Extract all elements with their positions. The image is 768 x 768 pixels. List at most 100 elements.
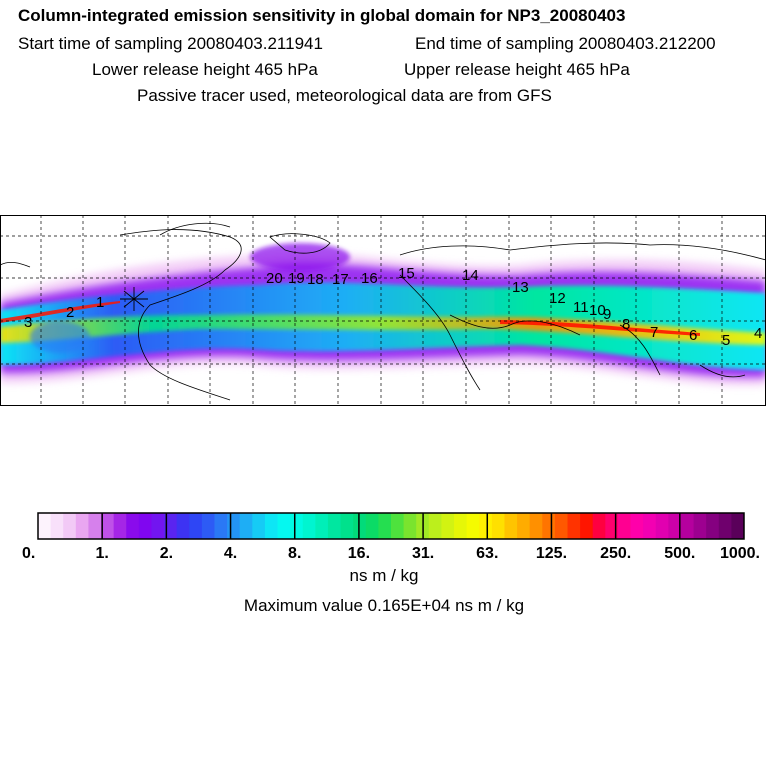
colorbar-cell bbox=[75, 513, 89, 539]
trajectory-label-16: 16 bbox=[361, 270, 378, 287]
colorbar-cell bbox=[63, 513, 77, 539]
trajectory-label-2: 2 bbox=[66, 304, 74, 321]
colorbar-cell bbox=[302, 513, 316, 539]
colorbar-cell bbox=[353, 513, 367, 539]
colorbar-tick-label: 250. bbox=[600, 545, 631, 562]
lat-lon-grid bbox=[0, 215, 766, 406]
colorbar-cell bbox=[138, 513, 152, 539]
trajectory-label-7: 7 bbox=[650, 324, 658, 341]
colorbar-cell bbox=[264, 513, 278, 539]
colorbar-cell bbox=[101, 513, 115, 539]
map-frame bbox=[0, 215, 766, 406]
trajectory-label-10: 10 bbox=[589, 302, 606, 319]
colorbar-cell bbox=[643, 513, 657, 539]
colorbar-cell bbox=[655, 513, 669, 539]
colorbar-tick-label: 4. bbox=[224, 545, 237, 562]
colorbar-tick-label: 31. bbox=[412, 545, 434, 562]
colorbar-cell bbox=[441, 513, 455, 539]
lower-release-height-label: Lower release height 465 hPa bbox=[92, 60, 318, 79]
colorbar-cell bbox=[227, 513, 241, 539]
colorbar-cell bbox=[554, 513, 568, 539]
colorbar-ticks bbox=[101, 513, 681, 539]
trajectory-label-3: 3 bbox=[24, 314, 32, 331]
trajectory-label-6: 6 bbox=[689, 327, 697, 344]
colorbar-cell bbox=[403, 513, 417, 539]
colorbar-cell bbox=[315, 513, 329, 539]
trajectory-label-14: 14 bbox=[462, 267, 479, 284]
colorbar-cell bbox=[50, 513, 64, 539]
colorbar-cell bbox=[454, 513, 468, 539]
trajectory-label-20: 20 bbox=[266, 270, 283, 287]
colorbar-cell bbox=[580, 513, 594, 539]
colorbar-tick-label: 1000. bbox=[720, 545, 760, 562]
colorbar-cell bbox=[529, 513, 543, 539]
colorbar-cell bbox=[680, 513, 694, 539]
trajectory-label-1: 1 bbox=[96, 294, 104, 311]
colorbar-cell bbox=[668, 513, 682, 539]
colorbar-units: ns m / kg bbox=[349, 566, 419, 585]
colorbar-cell bbox=[201, 513, 215, 539]
colorbar-cell bbox=[277, 513, 291, 539]
trajectory-label-4: 4 bbox=[754, 325, 762, 342]
trajectory-label-18: 18 bbox=[307, 271, 324, 288]
colorbar-tick-label: 8. bbox=[288, 545, 301, 562]
colorbar-cell bbox=[340, 513, 354, 539]
colorbar-cell bbox=[630, 513, 644, 539]
plot-title: Column-integrated emission sensitivity i… bbox=[18, 6, 626, 25]
colorbar-cell bbox=[327, 513, 341, 539]
colorbar-cell bbox=[718, 513, 732, 539]
colorbar-cell bbox=[391, 513, 405, 539]
trajectory-label-8: 8 bbox=[622, 316, 630, 333]
trajectory-label-5: 5 bbox=[722, 332, 730, 349]
trajectory-label-12: 12 bbox=[549, 290, 566, 307]
colorbar-cell bbox=[290, 513, 304, 539]
colorbar-cell bbox=[693, 513, 707, 539]
colorbar-tick-label: 63. bbox=[476, 545, 498, 562]
colorbar-cell bbox=[542, 513, 556, 539]
tracer-note-label: Passive tracer used, meteorological data… bbox=[137, 86, 552, 105]
trajectory-label-13: 13 bbox=[512, 279, 529, 296]
trajectory-label-19: 19 bbox=[288, 270, 305, 287]
upper-release-height-label: Upper release height 465 hPa bbox=[404, 60, 630, 79]
colorbar-cell bbox=[491, 513, 505, 539]
start-time-label: Start time of sampling 20080403.211941 bbox=[18, 34, 323, 53]
colorbar-cell bbox=[706, 513, 720, 539]
colorbar-tick-label: 16. bbox=[348, 545, 370, 562]
colorbar-cell bbox=[365, 513, 379, 539]
colorbar-cell bbox=[164, 513, 178, 539]
colorbar-cell bbox=[214, 513, 228, 539]
colorbar-tick-label: 1. bbox=[96, 545, 109, 562]
trajectory-label-17: 17 bbox=[332, 271, 349, 288]
colorbar: 0. 1. 2. 4. 8. 16. 31. 63. 125. 250. 500. 1000. bbox=[22, 512, 760, 562]
colorbar-cell bbox=[126, 513, 140, 539]
colorbar-cell bbox=[617, 513, 631, 539]
colorbar-tick-label: 0. bbox=[22, 545, 35, 562]
coastlines bbox=[0, 222, 766, 401]
colorbar-cell bbox=[252, 513, 266, 539]
colorbar-cell bbox=[428, 513, 442, 539]
trajectory-label-11: 11 bbox=[573, 299, 589, 316]
colorbar-cell bbox=[504, 513, 518, 539]
sensitivity-field bbox=[0, 243, 766, 386]
release-point-marker bbox=[120, 287, 148, 311]
trajectory-label-15: 15 bbox=[398, 265, 415, 282]
colorbar-cell bbox=[731, 513, 745, 539]
colorbar-cell bbox=[592, 513, 606, 539]
colorbar-cell bbox=[151, 513, 165, 539]
colorbar-cell bbox=[378, 513, 392, 539]
colorbar-cells bbox=[38, 513, 745, 539]
end-time-label: End time of sampling 20080403.212200 bbox=[415, 34, 716, 53]
colorbar-cell bbox=[88, 513, 102, 539]
colorbar-cell bbox=[466, 513, 480, 539]
colorbar-cell bbox=[239, 513, 253, 539]
maximum-value-label: Maximum value 0.165E+04 ns m / kg bbox=[243, 596, 525, 615]
colorbar-cell bbox=[567, 513, 581, 539]
colorbar-frame bbox=[37, 512, 745, 540]
colorbar-cell bbox=[479, 513, 493, 539]
colorbar-cell bbox=[38, 513, 52, 539]
trajectory-label-9: 9 bbox=[603, 306, 611, 323]
colorbar-cell bbox=[517, 513, 531, 539]
colorbar-tick-label: 500. bbox=[664, 545, 695, 562]
